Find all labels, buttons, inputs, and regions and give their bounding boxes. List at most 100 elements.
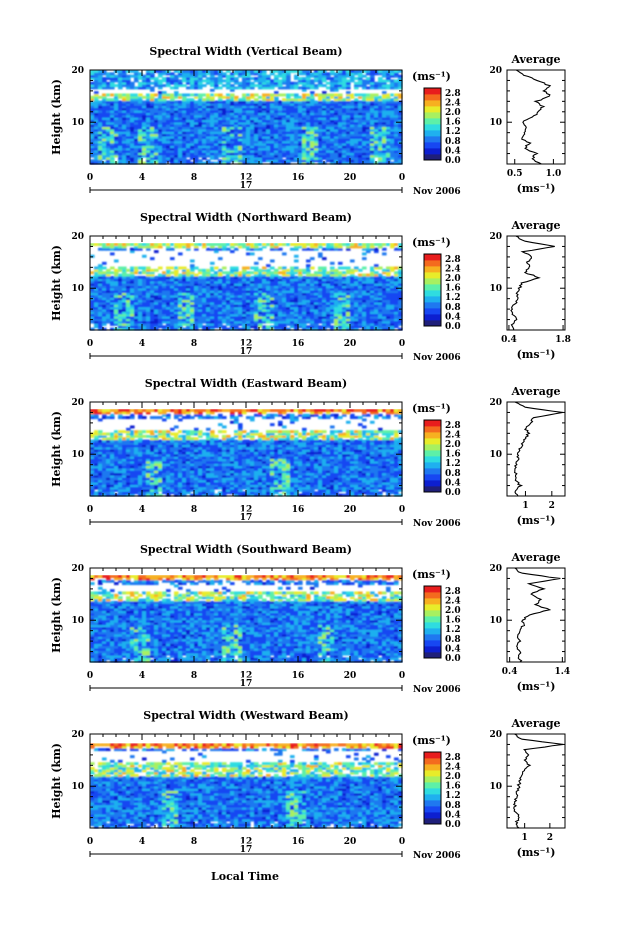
heatmap-cell [246,112,251,116]
heatmap-cell [394,149,399,153]
heatmap-cell [118,142,123,146]
heatmap-cell [190,299,195,303]
heatmap-cell [358,77,363,80]
heatmap-cell [146,100,151,104]
heatmap-cell [378,126,383,130]
heatmap-cell [358,117,363,120]
heatmap-cell [358,95,363,99]
heatmap-cell [382,135,387,139]
heatmap-cell [134,142,139,146]
heatmap-cell [106,315,111,319]
colorbar-tick-label: 0.8 [445,137,461,147]
heatmap-cell [106,294,111,298]
heatmap-cell [126,315,131,319]
heatmap-cell [190,102,195,106]
heatmap-cell [162,138,167,142]
heatmap-cell [254,102,259,106]
heatmap-cell [174,152,179,156]
heatmap-cell [290,112,295,116]
heatmap-cell [90,327,95,331]
heatmap-cell [326,313,331,317]
heatmap-cell [378,135,383,139]
heatmap-cell [266,142,271,146]
heatmap-cell [214,86,219,90]
heatmap-cell [138,121,143,125]
heatmap-cell [326,149,331,153]
heatmap-cell [210,70,215,73]
heatmap-cell [346,109,351,113]
heatmap-cell [110,77,115,80]
heatmap-cell [262,154,267,158]
heatmap-cell [278,72,283,76]
heatmap-cell [370,299,375,303]
heatmap-cell [318,117,323,120]
heatmap-cell [282,297,287,301]
heatmap-cell [198,301,203,305]
heatmap-cell [334,86,339,90]
heatmap-cell [198,79,203,83]
heatmap-cell [170,79,175,83]
heatmap-cell [110,159,115,163]
heatmap-cell [142,304,147,308]
heatmap-cell [286,109,291,113]
heatmap-cell [174,117,179,120]
heatmap-cell [254,117,259,120]
heatmap-cell [146,95,151,99]
heatmap-cell [254,109,259,113]
heatmap-cell [246,121,251,125]
heatmap-cell [106,318,111,322]
heatmap-cell [130,322,135,326]
heatmap-cell [246,135,251,139]
heatmap-cell [98,247,103,251]
heatmap-cell [178,299,183,303]
heatmap-cell [266,268,271,272]
heatmap-cell [366,156,371,160]
heatmap-cell [106,117,111,120]
heatmap-cell [310,131,315,135]
heatmap-cell [246,126,251,130]
heatmap-cell [218,128,223,132]
heatmap-cell [374,306,379,310]
heatmap-cell [110,119,115,123]
heatmap-cell [258,86,263,90]
heatmap-cell [202,315,207,319]
heatmap-cell [250,275,255,279]
heatmap-cell [182,121,187,125]
heatmap-cell [118,70,123,73]
heatmap-cell [382,100,387,104]
heatmap-cell [206,133,211,137]
heatmap-cell [210,79,215,83]
heatmap-cell [310,257,315,261]
heatmap-cell [182,308,187,312]
heatmap-cell [374,114,379,118]
heatmap-cell [290,124,295,127]
heatmap-cell [278,311,283,315]
heatmap-cell [126,268,131,272]
heatmap-cell [262,133,267,137]
heatmap-cell [326,154,331,158]
heatmap-cell [262,142,267,146]
heatmap-cell [222,318,227,322]
heatmap-cell [386,126,391,130]
heatmap-cell [174,114,179,118]
heatmap-cell [170,126,175,130]
heatmap-cell [146,98,151,102]
heatmap-cell [298,135,303,139]
heatmap-cell [274,105,279,109]
heatmap-cell [94,109,99,113]
heatmap-cell [378,156,383,160]
heatmap-cell [222,145,227,149]
heatmap-cell [314,152,319,156]
heatmap-cell [278,161,283,165]
heatmap-cell [94,86,99,90]
heatmap-cell [170,297,175,301]
heatmap-cell [390,133,395,137]
heatmap-cell [294,299,299,303]
heatmap-cell [254,308,259,312]
heatmap-cell [326,112,331,116]
heatmap-cell [254,161,259,165]
heatmap-cell [370,84,375,88]
heatmap-cell [122,315,127,319]
heatmap-cell [302,147,307,151]
heatmap-cell [302,86,307,90]
